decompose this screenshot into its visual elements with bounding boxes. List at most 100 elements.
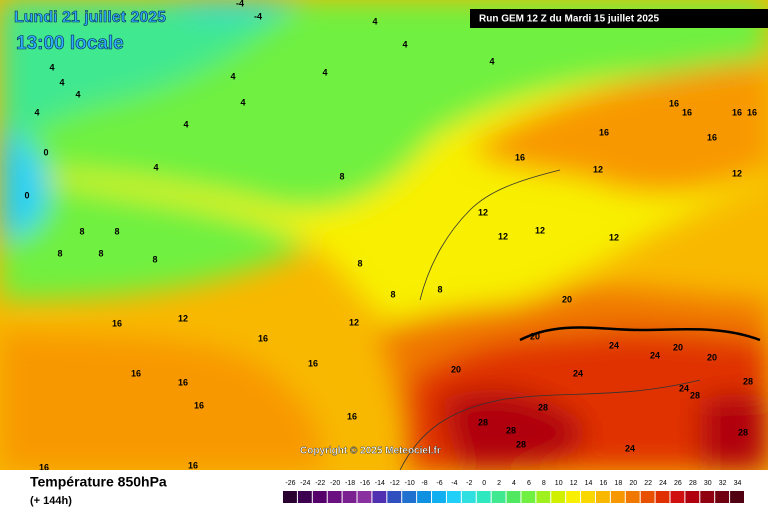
scale-label: -26 xyxy=(285,480,295,487)
scale-label: 16 xyxy=(600,480,608,487)
contour-label: 4 xyxy=(402,39,407,49)
contour-label: 28 xyxy=(743,376,753,386)
scale-label: 22 xyxy=(644,480,652,487)
contour-label: 28 xyxy=(516,439,526,449)
scale-label: -22 xyxy=(315,480,325,487)
color-scale: -26 -24 -22 -20 -18 -16 -14 -12 -10 -8 -6 -4 -2 0 2 4 6 8… xyxy=(283,480,744,503)
contour-label: 20 xyxy=(530,331,540,341)
scale-label: 12 xyxy=(570,480,578,487)
scale-swatch xyxy=(491,491,506,503)
contour-label: -4 xyxy=(254,11,262,21)
contour-label: 20 xyxy=(562,294,572,304)
contour-label: 12 xyxy=(178,313,188,323)
contour-label: 12 xyxy=(593,164,603,174)
scale-swatch xyxy=(417,491,432,503)
scale-label: 2 xyxy=(497,480,501,487)
contour-label: 4 xyxy=(59,77,64,87)
contour-label: 12 xyxy=(498,231,508,241)
scale-swatch xyxy=(297,491,312,503)
scale-swatch xyxy=(327,491,342,503)
alps-contour xyxy=(519,326,761,342)
contour-label: 16 xyxy=(599,127,609,137)
scale-label: 30 xyxy=(704,480,712,487)
scale-label: 10 xyxy=(555,480,563,487)
contour-label: 16 xyxy=(747,107,757,117)
scale-swatch xyxy=(581,491,595,503)
contour-label: 4 xyxy=(240,97,245,107)
scale-swatch xyxy=(357,491,372,503)
contour-label: 4 xyxy=(75,89,80,99)
scale-label: 24 xyxy=(659,480,667,487)
contour-label: 16 xyxy=(682,107,692,117)
contour-label: 24 xyxy=(625,443,635,453)
scale-swatch xyxy=(283,491,297,503)
contour-label: 16 xyxy=(112,318,122,328)
scale-swatch xyxy=(536,491,551,503)
contour-label: 8 xyxy=(339,171,344,181)
scale-swatch xyxy=(372,491,387,503)
contour-label: 28 xyxy=(506,425,516,435)
scale-label: 26 xyxy=(674,480,682,487)
scale-swatch xyxy=(595,491,610,503)
scale-label: 20 xyxy=(629,480,637,487)
scale-swatch xyxy=(670,491,685,503)
scale-label: -6 xyxy=(436,480,442,487)
contour-label: 4 xyxy=(230,71,235,81)
scale-label: -12 xyxy=(390,480,400,487)
scale-label: -18 xyxy=(345,480,355,487)
contour-label: 4 xyxy=(49,62,54,72)
contour-label: 8 xyxy=(114,226,119,236)
scale-label: 34 xyxy=(734,480,742,487)
scale-swatch xyxy=(655,491,670,503)
run-info: Run GEM 12 Z du Mardi 15 juillet 2025 xyxy=(479,14,659,25)
contour-label: 0 xyxy=(24,190,29,200)
scale-swatch xyxy=(730,491,744,503)
contour-label: 12 xyxy=(535,225,545,235)
contour-label: 16 xyxy=(131,368,141,378)
contour-label: 24 xyxy=(573,368,583,378)
scale-label: 28 xyxy=(689,480,697,487)
contour-label: 16 xyxy=(669,98,679,108)
contour-label: 0 xyxy=(43,147,48,157)
contour-label: 4 xyxy=(153,162,158,172)
scale-label: 32 xyxy=(719,480,727,487)
scale-label: 4 xyxy=(512,480,516,487)
contour-label: 28 xyxy=(478,417,488,427)
scale-label: 14 xyxy=(585,480,593,487)
scale-swatch xyxy=(551,491,566,503)
contour-label: 8 xyxy=(98,248,103,258)
contour-label: -4 xyxy=(236,0,244,8)
scale-label: 8 xyxy=(542,480,546,487)
contour-label: 8 xyxy=(79,226,84,236)
forecast-time: 13:00 locale xyxy=(16,33,124,54)
contour-label: 16 xyxy=(732,107,742,117)
scale-swatch xyxy=(640,491,655,503)
contour-label: 12 xyxy=(732,168,742,178)
contour-label: 16 xyxy=(347,411,357,421)
contour-label: 20 xyxy=(451,364,461,374)
contour-label: 16 xyxy=(258,333,268,343)
contour-label: 12 xyxy=(478,207,488,217)
scale-label: 18 xyxy=(614,480,622,487)
contour-label: 4 xyxy=(183,119,188,129)
scale-swatch xyxy=(446,491,461,503)
coastline xyxy=(419,169,561,301)
scale-swatch xyxy=(387,491,402,503)
temperature-field xyxy=(0,0,768,471)
scale-swatch xyxy=(610,491,625,503)
contour-label: 16 xyxy=(194,400,204,410)
contour-label: 16 xyxy=(188,460,198,470)
contour-label: 16 xyxy=(178,377,188,387)
copyright: Copyright © 2025 Meteociel.fr xyxy=(300,446,441,457)
contour-label: 16 xyxy=(515,152,525,162)
run-box xyxy=(470,9,768,28)
scale-swatch xyxy=(476,491,491,503)
scale-swatch xyxy=(402,491,417,503)
scale-label: -24 xyxy=(300,480,310,487)
forecast-step: (+ 144h) xyxy=(30,495,72,507)
scale-swatch xyxy=(625,491,640,503)
contour-label: 4 xyxy=(372,16,377,26)
contour-label: 16 xyxy=(39,462,49,472)
